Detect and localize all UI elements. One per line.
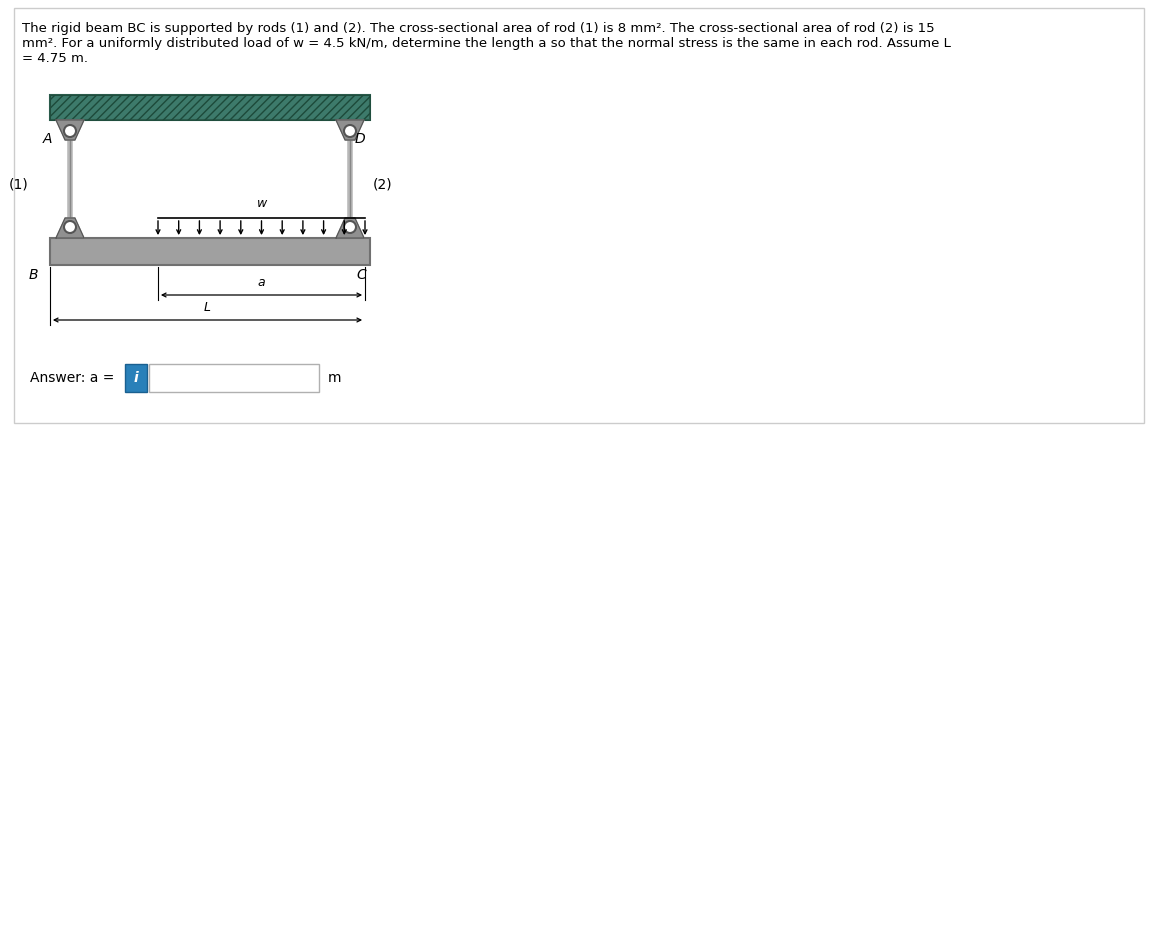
Circle shape — [64, 125, 76, 137]
Bar — [14, 8, 1144, 423]
Text: B: B — [29, 268, 38, 282]
Text: (1): (1) — [8, 178, 28, 192]
Polygon shape — [336, 120, 364, 140]
Polygon shape — [56, 120, 85, 140]
Text: w: w — [257, 197, 267, 210]
Bar — [50, 95, 371, 120]
Polygon shape — [336, 218, 364, 238]
FancyBboxPatch shape — [149, 364, 318, 392]
Polygon shape — [56, 218, 85, 238]
Circle shape — [64, 221, 76, 233]
Text: Answer: a =: Answer: a = — [30, 371, 115, 385]
FancyBboxPatch shape — [125, 364, 147, 392]
Circle shape — [344, 221, 356, 233]
Text: = 4.75 m.: = 4.75 m. — [22, 52, 88, 65]
Circle shape — [344, 125, 356, 137]
Text: D: D — [356, 132, 366, 146]
Text: mm². For a uniformly distributed load of w = 4.5 kN/m, determine the length a so: mm². For a uniformly distributed load of… — [22, 37, 951, 50]
Text: (2): (2) — [373, 178, 393, 192]
Bar — [50, 238, 371, 265]
Text: L: L — [204, 301, 211, 314]
Text: m: m — [328, 371, 342, 385]
Text: a: a — [258, 276, 265, 289]
Bar — [50, 95, 371, 120]
Text: A: A — [43, 132, 52, 146]
Text: C: C — [356, 268, 366, 282]
Text: The rigid beam BC is supported by rods (1) and (2). The cross-sectional area of : The rigid beam BC is supported by rods (… — [22, 22, 935, 35]
Text: i: i — [133, 371, 138, 385]
